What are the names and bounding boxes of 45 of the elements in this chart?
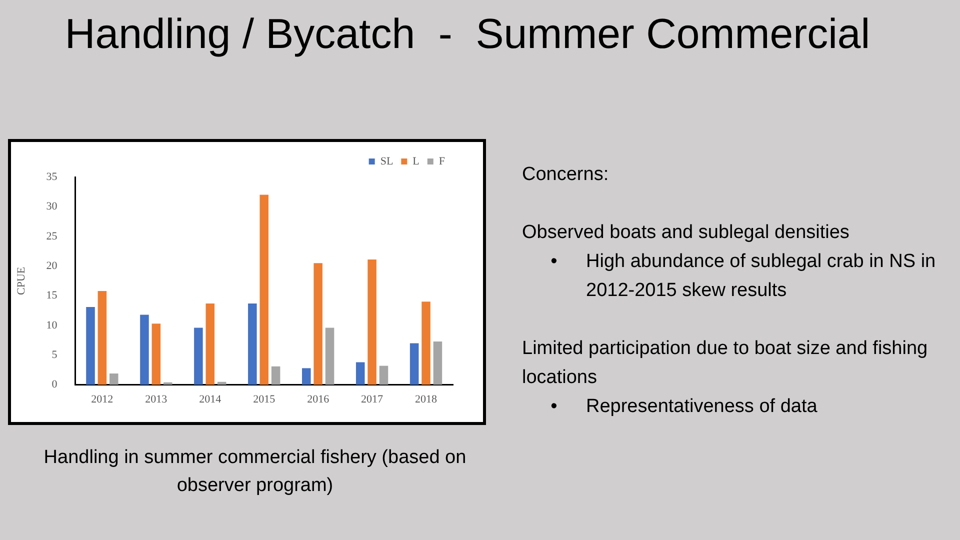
text: • High abundance of sublegal crab in NS in 2012-2015 skew results bbox=[550, 251, 936, 301]
bar bbox=[271, 366, 280, 385]
y-tick-label: 5 bbox=[52, 349, 58, 362]
x-tick-label: 2015 bbox=[253, 393, 276, 406]
bar bbox=[98, 290, 107, 385]
bar bbox=[422, 302, 430, 385]
bar bbox=[433, 341, 442, 385]
text: Concerns: bbox=[522, 163, 610, 187]
legend-label: SL bbox=[380, 155, 394, 168]
x-tick-label: 2017 bbox=[361, 393, 384, 406]
bar bbox=[410, 343, 419, 385]
y-tick-label: 20 bbox=[46, 260, 58, 272]
bar bbox=[356, 362, 365, 385]
y-tick-label: 0 bbox=[52, 378, 58, 391]
y-tick-label: 35 bbox=[46, 170, 58, 183]
chart-title: Handling / Bycatch - Summer Commercial bbox=[64, 10, 872, 58]
legend-label: L bbox=[412, 155, 420, 168]
bar bbox=[260, 194, 268, 385]
text: • Representativeness of data bbox=[550, 396, 818, 417]
y-tick-label: 30 bbox=[46, 200, 58, 213]
x-tick-label: 2012 bbox=[91, 393, 114, 406]
text: Handling in summer commercial fishery (based on observer program) bbox=[42, 446, 468, 498]
bar bbox=[194, 328, 203, 385]
x-tick-label: 2016 bbox=[307, 393, 330, 406]
bar bbox=[314, 263, 322, 385]
bar bbox=[140, 314, 149, 385]
bar bbox=[152, 324, 161, 385]
text: Limited participation due to boat size and fishing locations bbox=[522, 337, 929, 390]
y-tick-label: 25 bbox=[46, 230, 58, 242]
y-tick-label: 10 bbox=[46, 319, 58, 332]
text: Observed boats and sublegal densities bbox=[522, 221, 850, 245]
bar bbox=[368, 260, 376, 385]
bar bbox=[248, 303, 257, 385]
bar bbox=[325, 328, 334, 385]
legend-label: F bbox=[438, 155, 446, 168]
x-tick-label: 2013 bbox=[145, 393, 168, 406]
bar bbox=[109, 374, 118, 385]
bar bbox=[379, 366, 388, 385]
x-tick-label: 2018 bbox=[415, 393, 438, 406]
y-tick-label: 15 bbox=[46, 290, 58, 302]
bar bbox=[206, 303, 215, 385]
bar bbox=[86, 307, 95, 385]
bar bbox=[302, 368, 311, 385]
x-tick-label: 2014 bbox=[199, 393, 222, 406]
y-axis-title: CPUE bbox=[15, 266, 28, 295]
